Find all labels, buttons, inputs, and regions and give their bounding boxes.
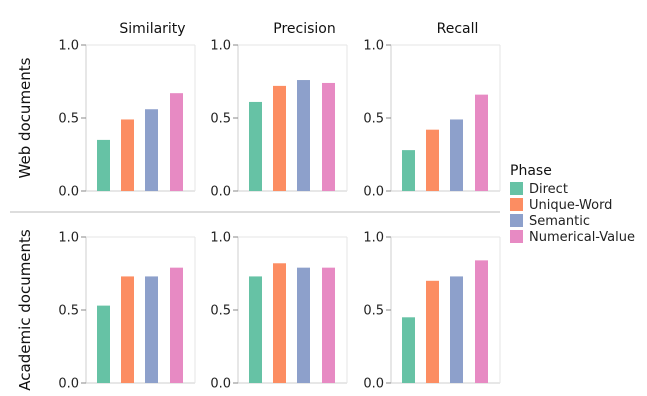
row-title-web-documents: Web documents	[16, 57, 34, 178]
y-tick-label-academic-documents-similarity: 0.5	[58, 304, 79, 319]
column-title-recall: Recall	[437, 21, 479, 37]
y-tick-label-academic-documents-precision: 0.5	[210, 304, 231, 319]
y-tick-label-academic-documents-similarity: 0.0	[58, 377, 79, 392]
bar-academic-documents-recall-semantic	[450, 276, 463, 383]
bar-academic-documents-precision-unique-word	[273, 263, 286, 383]
row-title-academic-documents: Academic documents	[16, 229, 34, 391]
legend-label-unique-word: Unique-Word	[529, 198, 612, 213]
bar-web-documents-similarity-unique-word	[121, 119, 134, 191]
bar-web-documents-recall-direct	[402, 150, 415, 191]
legend-swatch-unique-word	[510, 198, 523, 211]
bar-academic-documents-recall-numerical-value	[475, 260, 488, 383]
y-tick-label-academic-documents-precision: 1.0	[210, 231, 231, 246]
y-tick-label-web-documents-recall: 0.5	[363, 112, 384, 127]
bar-academic-documents-similarity-direct	[97, 305, 110, 383]
y-tick-label-web-documents-recall: 0.0	[363, 185, 384, 200]
bar-web-documents-similarity-numerical-value	[170, 93, 183, 191]
bar-academic-documents-recall-direct	[402, 317, 415, 383]
bar-web-documents-precision-semantic	[297, 80, 310, 191]
legend-title: Phase	[510, 163, 552, 179]
y-tick-label-academic-documents-recall: 0.5	[363, 304, 384, 319]
y-tick-label-web-documents-precision: 0.0	[210, 185, 231, 200]
bar-academic-documents-precision-direct	[249, 276, 262, 383]
bar-academic-documents-precision-semantic	[297, 267, 310, 383]
legend-swatch-numerical-value	[510, 230, 523, 243]
y-tick-label-web-documents-similarity: 0.0	[58, 185, 79, 200]
bar-web-documents-recall-numerical-value	[475, 94, 488, 191]
legend-label-direct: Direct	[529, 182, 568, 197]
y-tick-label-academic-documents-precision: 0.0	[210, 377, 231, 392]
legend-swatch-semantic	[510, 214, 523, 227]
bar-web-documents-similarity-semantic	[145, 109, 158, 191]
bar-academic-documents-precision-numerical-value	[322, 267, 335, 383]
bar-web-documents-precision-unique-word	[273, 85, 286, 191]
bar-web-documents-recall-unique-word	[426, 129, 439, 191]
y-tick-label-web-documents-precision: 1.0	[210, 39, 231, 54]
column-title-similarity: Similarity	[119, 21, 185, 37]
bar-academic-documents-similarity-semantic	[145, 276, 158, 383]
bar-academic-documents-recall-unique-word	[426, 280, 439, 383]
y-tick-label-academic-documents-recall: 1.0	[363, 231, 384, 246]
bar-web-documents-recall-semantic	[450, 119, 463, 191]
y-tick-label-web-documents-recall: 1.0	[363, 39, 384, 54]
y-tick-label-web-documents-precision: 0.5	[210, 112, 231, 127]
column-title-precision: Precision	[273, 21, 335, 37]
bar-web-documents-similarity-direct	[97, 139, 110, 191]
bar-academic-documents-similarity-unique-word	[121, 276, 134, 383]
bar-web-documents-precision-numerical-value	[322, 82, 335, 191]
legend-label-numerical-value: Numerical-Value	[529, 230, 635, 245]
y-tick-label-web-documents-similarity: 1.0	[58, 39, 79, 54]
y-tick-label-web-documents-similarity: 0.5	[58, 112, 79, 127]
bar-academic-documents-similarity-numerical-value	[170, 267, 183, 383]
legend-swatch-direct	[510, 182, 523, 195]
y-tick-label-academic-documents-similarity: 1.0	[58, 231, 79, 246]
legend-label-semantic: Semantic	[529, 214, 590, 229]
bar-web-documents-precision-direct	[249, 101, 262, 191]
y-tick-label-academic-documents-recall: 0.0	[363, 377, 384, 392]
